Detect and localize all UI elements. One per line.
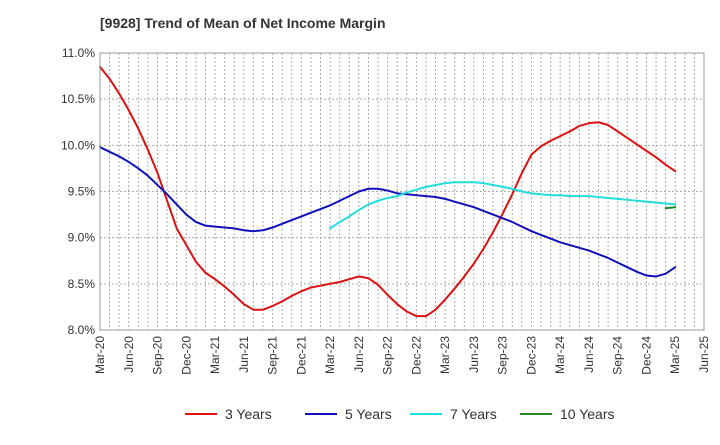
x-tick-label: Jun-24: [582, 336, 596, 373]
y-tick-label: 10.5%: [61, 92, 95, 106]
x-tick-label: Sep-21: [266, 336, 280, 375]
x-tick-label: Mar-22: [323, 336, 337, 374]
x-tick-label: Dec-23: [524, 336, 538, 375]
grid: [99, 52, 705, 331]
x-tick-label: Mar-23: [438, 336, 452, 374]
legend-label: 3 Years: [225, 406, 272, 422]
x-tick-label: Jun-23: [467, 336, 481, 373]
y-tick-label: 9.0%: [68, 231, 96, 245]
x-axis-tick-labels: Mar-20 Jun-20 Sep-20 Dec-20 Mar-21 Jun-21 Sep-…: [93, 336, 711, 375]
y-tick-label: 8.5%: [68, 277, 96, 291]
x-tick-label: Mar-25: [668, 336, 682, 374]
series-line-3-years: [99, 65, 677, 318]
x-tick-label: Sep-22: [381, 336, 395, 375]
x-tick-label: Jun-22: [352, 336, 366, 373]
x-tick-label: Sep-23: [496, 336, 510, 375]
legend-label: 7 Years: [450, 406, 497, 422]
x-tick-label: Jun-20: [122, 336, 136, 373]
y-axis-tick-labels: 8.0% 8.5% 9.0% 9.5% 10.0% 10.5% 11.0%: [61, 46, 95, 337]
x-tick-label: Dec-21: [294, 336, 308, 375]
y-tick-label: 11.0%: [62, 46, 95, 60]
series-line-5-years: [99, 146, 677, 278]
x-tick-label: Mar-21: [208, 336, 222, 374]
legend: 3 Years 5 Years 7 Years 10 Years: [185, 406, 615, 422]
x-tick-label: Mar-24: [553, 336, 567, 374]
chart-title: [9928] Trend of Mean of Net Income Margi…: [100, 15, 386, 31]
legend-label: 10 Years: [560, 406, 615, 422]
y-tick-label: 8.0%: [68, 323, 96, 337]
x-tick-label: Jun-21: [237, 336, 251, 373]
series-lines: [99, 65, 677, 318]
y-tick-label: 10.0%: [61, 138, 95, 152]
x-tick-label: Jun-25: [697, 336, 711, 373]
x-tick-label: Dec-20: [179, 336, 193, 375]
x-tick-label: Mar-20: [93, 336, 107, 374]
series-line-10-years: [664, 206, 677, 210]
series-line-7-years: [329, 181, 677, 230]
plot-area-frame: [99, 52, 705, 331]
x-tick-label: Dec-22: [409, 336, 423, 375]
x-tick-label: Sep-24: [611, 336, 625, 375]
legend-label: 5 Years: [345, 406, 392, 422]
x-tick-label: Dec-24: [639, 336, 653, 375]
y-tick-label: 9.5%: [68, 185, 96, 199]
x-tick-label: Sep-20: [151, 336, 165, 375]
